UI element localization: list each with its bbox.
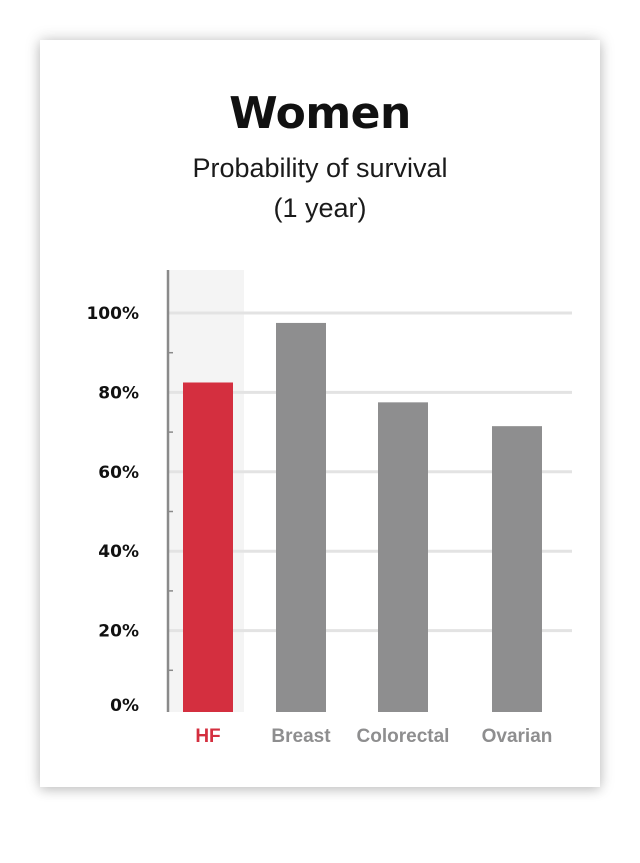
y-tick-label: 40% xyxy=(98,542,139,562)
bar-hf xyxy=(183,382,233,712)
x-category-label: HF xyxy=(195,726,220,747)
y-tick-label: 80% xyxy=(98,383,139,403)
x-category-label: Breast xyxy=(271,726,331,747)
y-tick-label: 100% xyxy=(86,304,139,324)
chart-subtitle-line-2: (1 year) xyxy=(273,193,367,223)
chart-subtitle-line-1: Probability of survival xyxy=(192,153,448,183)
y-tick-label: 0% xyxy=(110,696,139,716)
x-category-label: Colorectal xyxy=(357,726,450,747)
y-tick-label: 20% xyxy=(98,622,139,642)
x-category-label: Ovarian xyxy=(482,726,553,747)
chart-title: Women xyxy=(229,88,411,139)
bar-breast xyxy=(276,322,326,712)
bar-ovarian xyxy=(492,426,542,712)
y-tick-label: 60% xyxy=(98,463,139,483)
bar-colorectal xyxy=(378,402,428,712)
